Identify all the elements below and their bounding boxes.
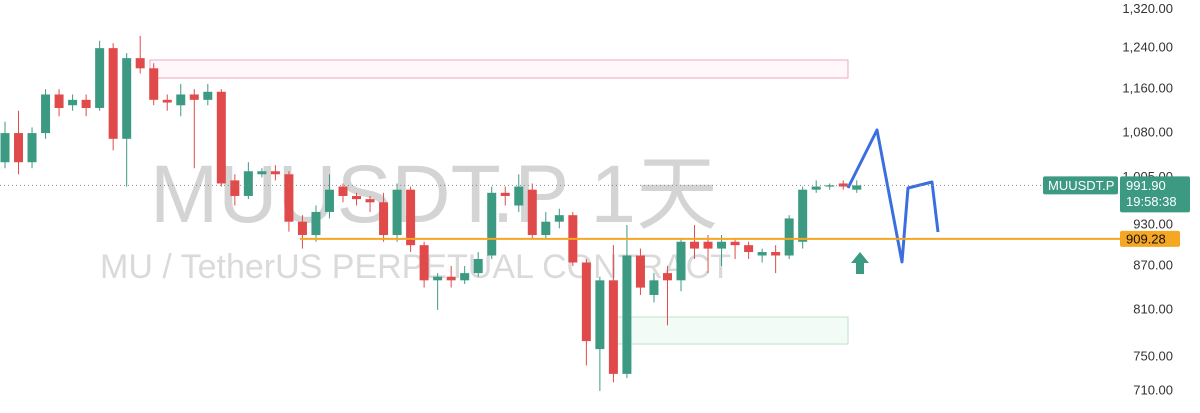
symbol-tag	[1043, 176, 1118, 195]
price-line-label: 909.28	[1126, 231, 1166, 246]
candle-body	[433, 276, 443, 281]
candle-body	[311, 211, 321, 236]
candle-body	[514, 186, 524, 206]
y-tick-label: 1,160.00	[1122, 81, 1173, 96]
y-tick-label: 810.00	[1133, 301, 1173, 316]
candle-body	[730, 241, 740, 246]
candle-body	[608, 280, 618, 374]
y-tick-label: 1,080.00	[1122, 125, 1173, 140]
candle-body	[284, 174, 294, 222]
candle-body	[717, 241, 727, 249]
candle-body	[744, 245, 754, 253]
candle-body	[460, 273, 470, 281]
candle-body	[838, 183, 848, 187]
candle-body	[500, 192, 510, 196]
candle-body	[676, 241, 686, 281]
candle-body	[81, 99, 91, 108]
candle-body	[176, 94, 186, 106]
candle-body	[54, 94, 64, 108]
y-tick-label: 1,240.00	[1122, 40, 1173, 55]
candle-body	[527, 189, 537, 236]
candle-body	[365, 199, 375, 203]
candle-body	[189, 94, 199, 100]
candle-body	[243, 171, 253, 196]
candle-body	[757, 252, 767, 256]
candle-body	[554, 215, 564, 222]
candle-body	[595, 280, 605, 350]
candle-body	[203, 91, 213, 100]
candle-body	[108, 48, 118, 139]
y-tick-label: 930.00	[1133, 216, 1173, 231]
candle-body	[122, 58, 132, 139]
candle-body	[270, 171, 280, 175]
projection-path	[846, 128, 940, 264]
candle-body	[487, 192, 497, 256]
candle-body	[635, 255, 645, 288]
y-tick-label: 750.00	[1133, 349, 1173, 364]
candle-body	[419, 245, 429, 281]
candle-body	[95, 48, 105, 108]
candle-body	[771, 252, 781, 256]
candle-body	[68, 99, 78, 106]
candle-body	[352, 195, 362, 200]
candle-body	[662, 273, 672, 281]
candle-body	[297, 221, 307, 236]
candle-body	[690, 241, 700, 249]
candle-body	[27, 133, 37, 163]
candle-body	[338, 186, 348, 196]
countdown-label: 19:58:38	[1126, 194, 1177, 209]
candle-body	[811, 186, 821, 190]
up-arrow	[851, 252, 869, 274]
symbol-tag-label: MUUSDT.P	[1048, 178, 1114, 193]
last-price-label: 991.90	[1126, 178, 1166, 193]
candle-body	[825, 185, 835, 187]
candle-body	[257, 171, 267, 175]
candle-body	[649, 280, 659, 295]
candle-body	[324, 189, 334, 212]
candle-body	[41, 94, 51, 134]
price-line-tag	[1120, 230, 1180, 247]
candle-body	[852, 185, 862, 190]
candle-body	[379, 202, 389, 236]
candle-body	[784, 218, 794, 256]
last-price-tag	[1120, 176, 1190, 213]
candle-body	[446, 276, 456, 281]
candle-body	[0, 133, 10, 163]
y-tick-label: 710.00	[1133, 382, 1173, 397]
candle-body	[162, 99, 172, 103]
candle-body	[622, 255, 632, 374]
candle-body	[798, 189, 808, 242]
candle-body	[149, 68, 159, 100]
candle-body	[541, 221, 551, 236]
candle-body	[135, 58, 145, 69]
candle-body	[581, 262, 591, 342]
resistance-zone	[149, 59, 849, 79]
candle-body	[230, 180, 240, 196]
y-tick-label: 1,320.00	[1122, 1, 1173, 16]
candle-body	[406, 189, 416, 246]
candle-body	[703, 241, 713, 249]
candle-body	[14, 133, 24, 163]
support-zone	[611, 316, 849, 345]
candle-body	[392, 189, 402, 236]
candles	[0, 35, 862, 391]
candle-body	[216, 91, 226, 184]
y-tick-label: 870.00	[1133, 257, 1173, 272]
candle-body	[473, 258, 483, 274]
